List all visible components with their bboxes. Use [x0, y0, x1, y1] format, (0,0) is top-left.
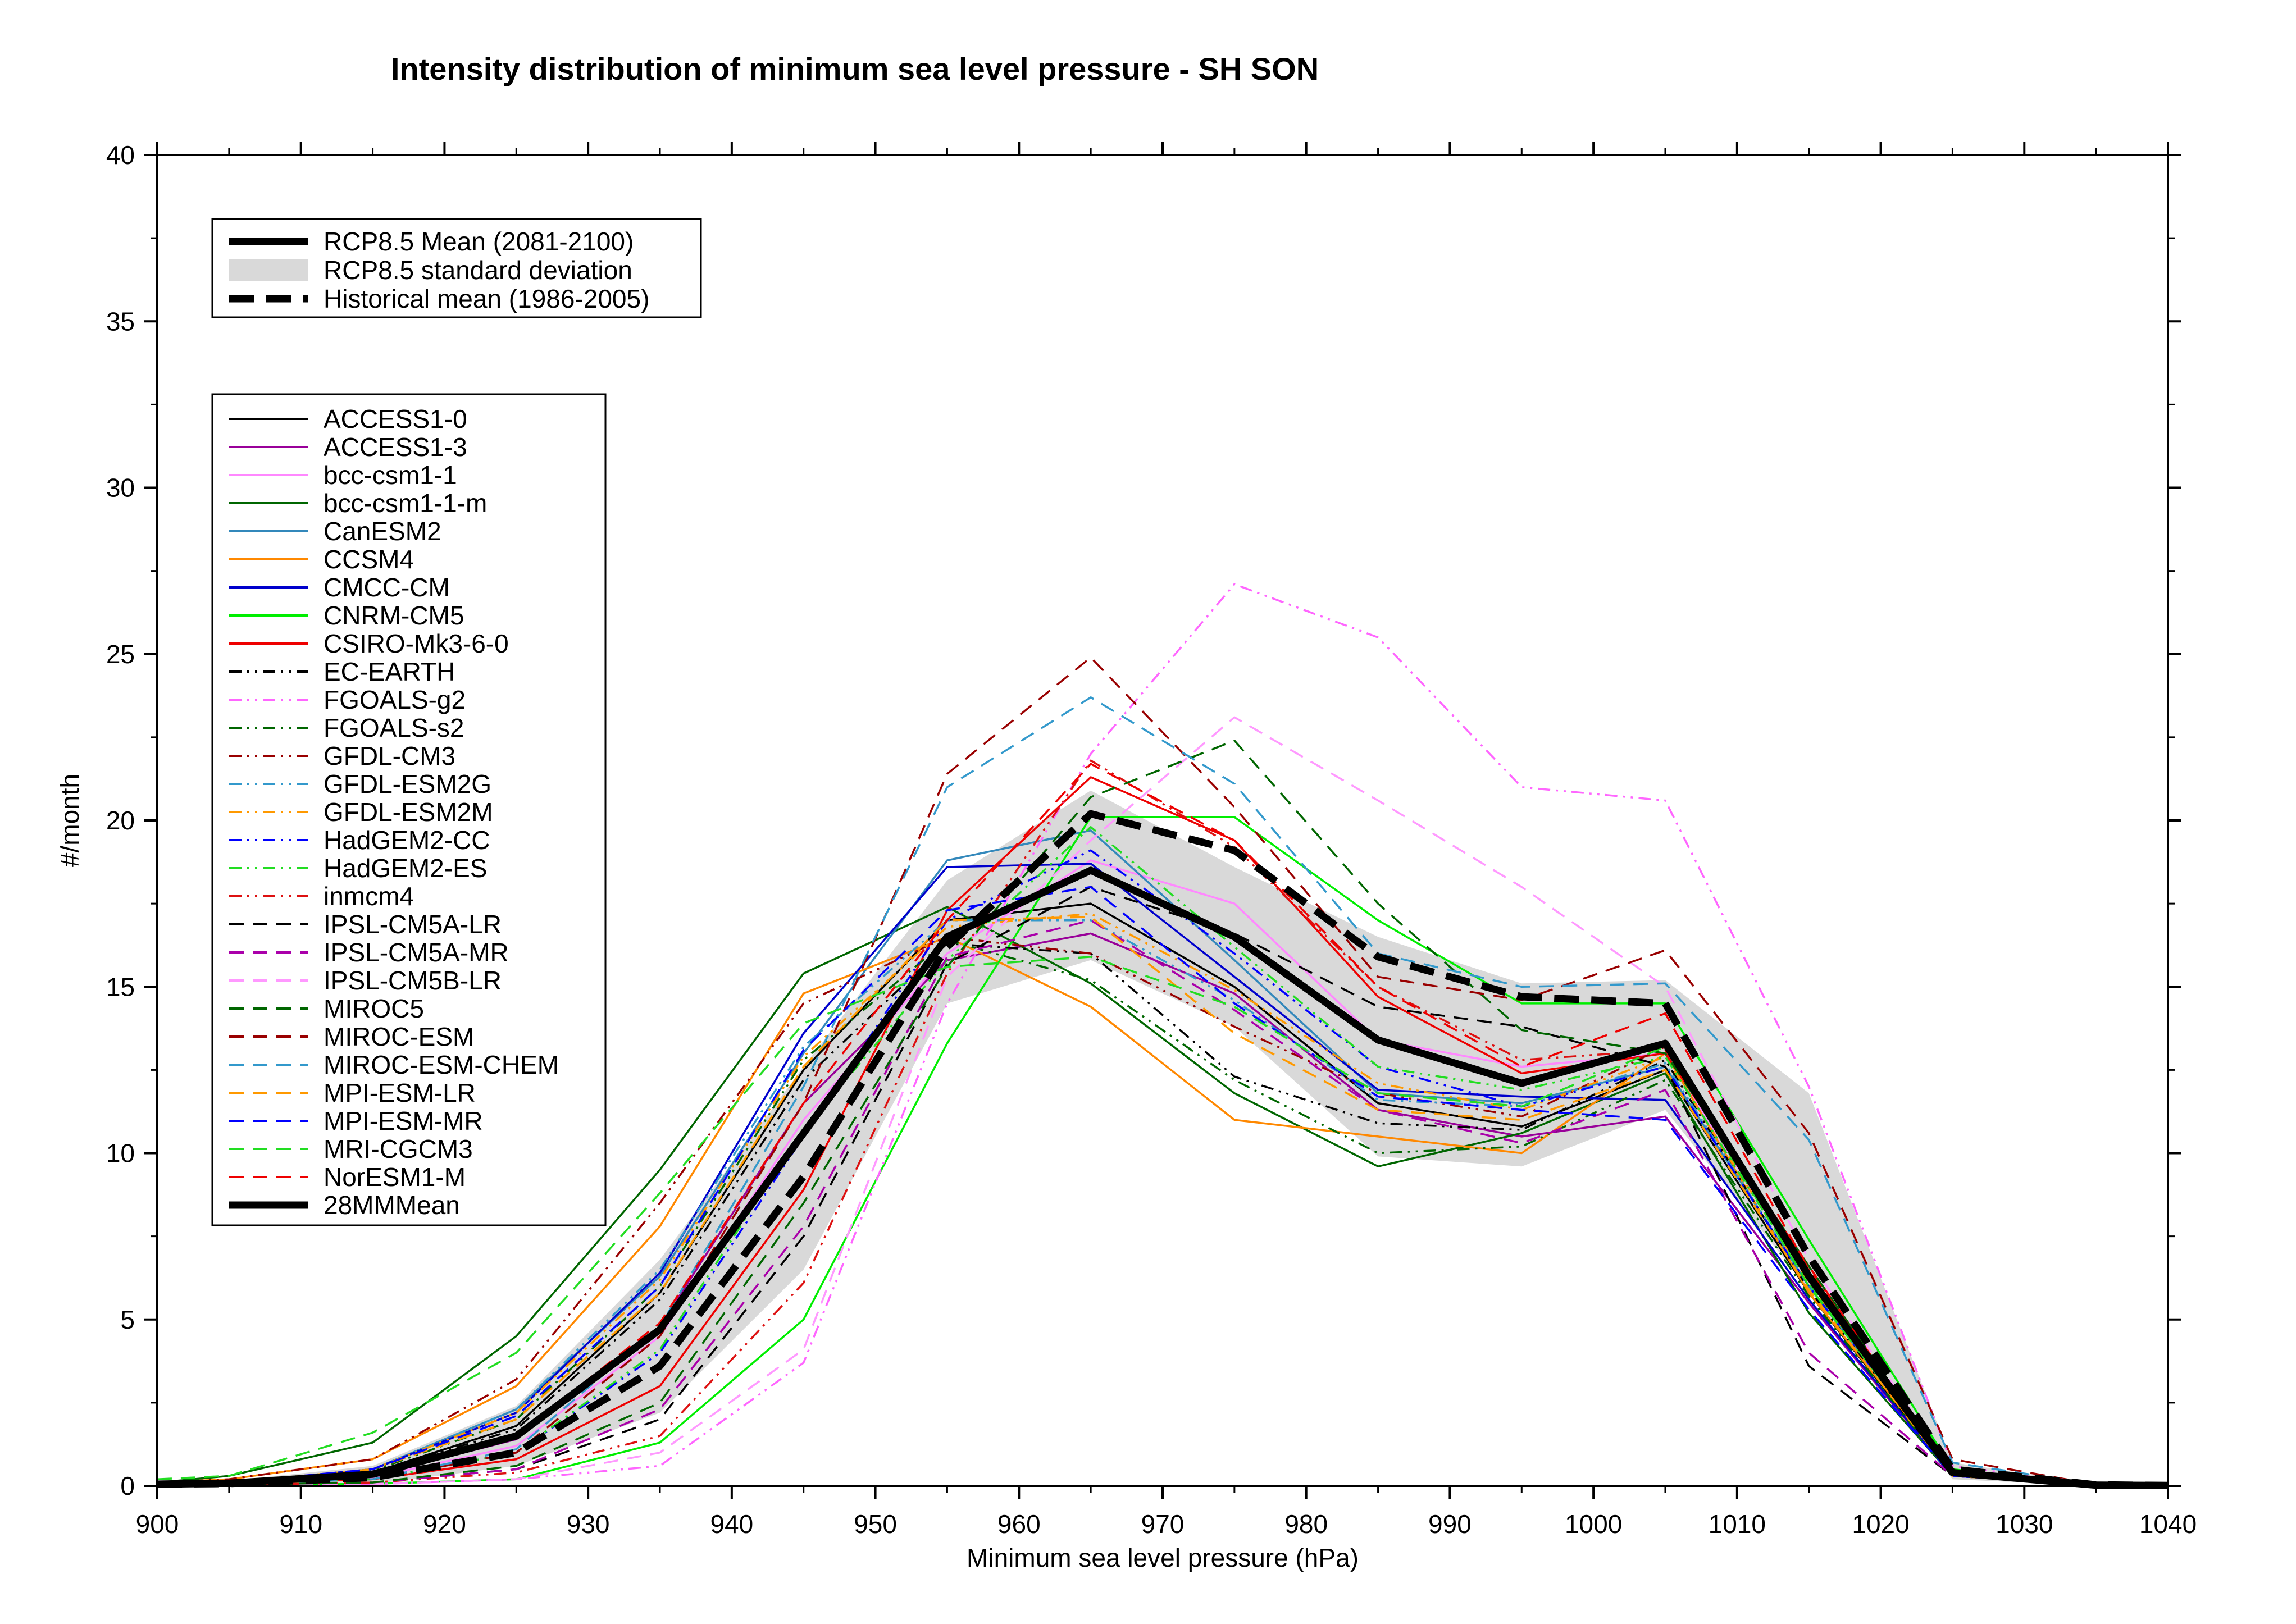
x-tick-label-980: 980: [1284, 1509, 1328, 1539]
legend-top: RCP8.5 Mean (2081-2100)RCP8.5 standard d…: [211, 218, 702, 318]
y-tick-label-5: 5: [120, 1305, 135, 1334]
x-axis-label: Minimum sea level pressure (hPa): [967, 1543, 1359, 1572]
series-line-fgoals-g2: [157, 583, 2169, 1487]
x-tick-label-920: 920: [423, 1509, 466, 1539]
series-line-miroc5: [157, 740, 2169, 1487]
legend-label-ipsl-cm5a-mr: IPSL-CM5A-MR: [324, 938, 509, 967]
y-tick-label-10: 10: [106, 1139, 135, 1168]
x-tick-label-1030: 1030: [1996, 1509, 2053, 1539]
series-line-ipsl-cm5a-mr: [157, 919, 2169, 1487]
rcp85-mean-line: [157, 866, 2169, 1489]
legend-entry-rcp8-5-standard-deviation-label: RCP8.5 standard deviation: [324, 256, 632, 285]
means-layer: [157, 810, 2169, 1489]
x-tick-label-970: 970: [1141, 1509, 1185, 1539]
legend-label-ipsl-cm5a-lr: IPSL-CM5A-LR: [324, 910, 502, 939]
legend-label-inmcm4: inmcm4: [324, 882, 414, 911]
legend-entry-rcp8-5-standard-deviation-swatch: [229, 259, 308, 281]
x-tick-label-950: 950: [854, 1509, 897, 1539]
legend-label-ccsm4: CCSM4: [324, 545, 414, 574]
y-tick-label-20: 20: [106, 806, 135, 835]
series-line-gfdl-esm2g: [157, 919, 2169, 1487]
x-tick-label-930: 930: [567, 1509, 610, 1539]
series-line-miroc-esm-chem: [157, 696, 2169, 1486]
series-line-mpi-esm-lr: [157, 916, 2169, 1487]
x-tick-label-1000: 1000: [1565, 1509, 1622, 1539]
legend-label-bcc-csm1-1-m: bcc-csm1-1-m: [324, 489, 487, 518]
y-tick-label-0: 0: [120, 1471, 135, 1500]
legend-label-28mmmean: 28MMMean: [324, 1190, 460, 1220]
legend-label-miroc5: MIROC5: [324, 994, 424, 1023]
legend-label-bcc-csm1-1: bcc-csm1-1: [324, 460, 457, 490]
legend-label-csiro-mk3-6-0: CSIRO-Mk3-6-0: [324, 629, 509, 658]
series-line-ec-earth: [157, 942, 2169, 1487]
y-axis: 0 5 10 15 20 25 30 35 40: [106, 140, 2181, 1500]
legend-label-mri-cgcm3: MRI-CGCM3: [324, 1134, 473, 1164]
historical-mean-line: [157, 810, 2169, 1489]
chart-title: Intensity distribution of minimum sea le…: [391, 51, 1319, 86]
legend-label-fgoals-s2: FGOALS-s2: [324, 713, 464, 742]
y-tick-label-35: 35: [106, 307, 135, 336]
legend-label-ipsl-cm5b-lr: IPSL-CM5B-LR: [324, 966, 502, 995]
legend-label-gfdl-esm2m: GFDL-ESM2M: [324, 797, 493, 827]
legend-label-gfdl-esm2g: GFDL-ESM2G: [324, 769, 491, 799]
legend-label-access1-3: ACCESS1-3: [324, 432, 467, 462]
legend-label-mpi-esm-mr: MPI-ESM-MR: [324, 1106, 483, 1135]
legend-label-hadgem2-es: HadGEM2-ES: [324, 854, 487, 883]
legend-entry-rcp8-5-mean-2081-2100-label: RCP8.5 Mean (2081-2100): [324, 227, 634, 256]
x-tick-label-1040: 1040: [2139, 1509, 2197, 1539]
legend-label-hadgem2-cc: HadGEM2-CC: [324, 825, 490, 855]
series-line-gfdl-esm2m: [157, 913, 2169, 1487]
legend-label-ec-earth: EC-EARTH: [324, 657, 455, 686]
std-deviation-band: [157, 790, 2168, 1486]
x-tick-label-960: 960: [997, 1509, 1041, 1539]
series-layer: [157, 583, 2169, 1487]
legend-models-box: [211, 393, 607, 1226]
series-line-fgoals-s2: [157, 939, 2169, 1487]
x-axis: 900 910 920 930 940 950 960 970 980 990 1000 1010 10…: [136, 142, 2197, 1539]
y-tick-label-15: 15: [106, 972, 135, 1001]
x-tick-label-900: 900: [136, 1509, 179, 1539]
x-tick-label-910: 910: [279, 1509, 322, 1539]
legend-label-fgoals-g2: FGOALS-g2: [324, 685, 466, 714]
y-tick-label-25: 25: [106, 640, 135, 669]
legend-label-cnrm-cm5: CNRM-CM5: [324, 601, 464, 630]
legend-label-miroc-esm-chem: MIROC-ESM-CHEM: [324, 1050, 559, 1079]
legend-label-noresm1-m: NorESM1-M: [324, 1162, 466, 1192]
y-tick-label-40: 40: [106, 140, 135, 170]
legend-label-mpi-esm-lr: MPI-ESM-LR: [324, 1078, 476, 1107]
legend-label-miroc-esm: MIROC-ESM: [324, 1022, 474, 1051]
legend-models: ACCESS1-0ACCESS1-3bcc-csm1-1bcc-csm1-1-m…: [211, 393, 607, 1226]
legend-label-canesm2: CanESM2: [324, 517, 441, 546]
legend-label-cmcc-cm: CMCC-CM: [324, 573, 450, 602]
y-axis-label: #/month: [55, 774, 84, 867]
series-line-miroc-esm: [157, 656, 2169, 1486]
x-tick-label-1020: 1020: [1852, 1509, 1909, 1539]
y-tick-label-30: 30: [106, 473, 135, 503]
x-tick-label-1010: 1010: [1709, 1509, 1766, 1539]
series-line-cmcc-cm: [157, 863, 2169, 1487]
std-band-layer: [157, 790, 2168, 1486]
x-tick-label-990: 990: [1428, 1509, 1472, 1539]
series-line-mpi-esm-mr: [157, 886, 2169, 1487]
legend-label-gfdl-cm3: GFDL-CM3: [324, 741, 455, 770]
x-tick-label-940: 940: [710, 1509, 753, 1539]
series-line-bcc-csm1-1-m: [157, 906, 2169, 1487]
legend-label-access1-0: ACCESS1-0: [324, 404, 467, 434]
legend-entry-historical-mean-1986-2005-label: Historical mean (1986-2005): [324, 284, 649, 313]
